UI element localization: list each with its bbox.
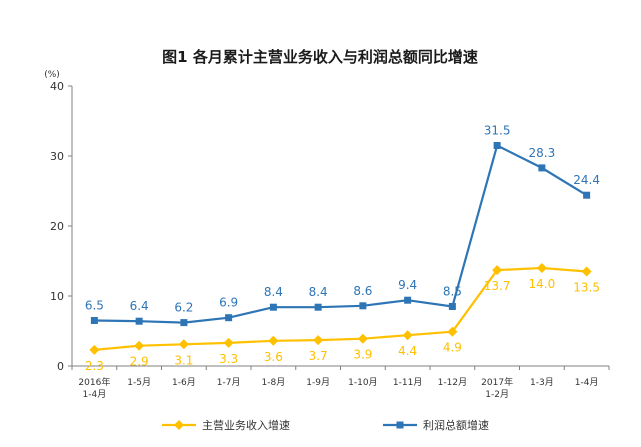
data-label: 3.1 [174, 353, 193, 367]
data-label: 3.7 [309, 349, 328, 363]
y-tick-label: 0 [57, 360, 64, 373]
x-tick-label: 1-5月 [127, 377, 151, 388]
x-tick-label: 1-6月 [172, 377, 196, 388]
data-point [447, 326, 458, 337]
data-point [402, 330, 413, 341]
data-label: 8.4 [264, 285, 283, 299]
data-label: 31.5 [484, 124, 511, 138]
axes [71, 86, 609, 367]
data-point [89, 344, 100, 355]
legend-label: 主营业务收入增速 [202, 418, 290, 432]
x-tick-label: 1-4月 [83, 389, 107, 400]
data-label: 13.7 [484, 279, 511, 293]
legend: 主营业务收入增速 利润总额增速 [162, 418, 489, 432]
y-axis-unit: (%) [44, 70, 60, 80]
x-tick-label: 1-12月 [438, 377, 467, 388]
data-point [357, 333, 368, 344]
data-point [180, 319, 188, 327]
data-label: 9.4 [398, 278, 417, 292]
data-point [269, 303, 277, 311]
data-point [178, 339, 189, 350]
y-tick-label: 30 [50, 150, 64, 163]
x-tick-label: 1-4月 [575, 377, 599, 388]
legend-marker [396, 421, 404, 429]
data-label: 4.9 [443, 341, 462, 355]
x-tick-label: 2017年 [481, 376, 513, 388]
data-label: 8.4 [309, 285, 328, 299]
data-point [135, 317, 143, 325]
x-tick-label: 1-10月 [348, 377, 377, 388]
series-line [94, 143, 588, 324]
data-label: 6.4 [130, 299, 149, 313]
chart-title: 图1 各月累计主营业务收入与利润总额同比增速 [162, 48, 478, 66]
data-labels-layer: 2.3 2.9 3.1 3.3 3.6 3.7 3.9 4.4 4.9 13.7 14.0 13.5 6… [85, 124, 600, 373]
data-label: 28.3 [529, 146, 556, 160]
x-tick-label: 1-8月 [262, 377, 286, 388]
data-label: 8.6 [353, 284, 372, 298]
data-label: 2.9 [130, 355, 149, 369]
data-point [538, 164, 546, 172]
y-tick-label: 40 [50, 80, 64, 93]
data-point [583, 191, 591, 199]
data-point [493, 142, 501, 149]
data-point [314, 303, 322, 311]
data-label: 6.2 [174, 301, 193, 315]
data-label: 6.9 [219, 296, 238, 310]
data-point [448, 303, 456, 310]
legend-marker [174, 420, 184, 430]
data-label: 3.3 [219, 352, 238, 366]
data-label: 4.4 [398, 344, 417, 358]
data-label: 3.6 [264, 350, 283, 364]
y-tick-label: 20 [50, 220, 64, 233]
data-point [492, 265, 503, 276]
x-tick-label: 1-9月 [306, 377, 330, 388]
y-tick-label: 10 [50, 290, 64, 303]
series-line [94, 266, 587, 351]
data-point [223, 337, 234, 348]
series-layer [89, 142, 592, 355]
data-point [225, 314, 233, 322]
data-point [581, 266, 592, 277]
data-label: 2.3 [85, 359, 104, 373]
data-point [313, 335, 324, 346]
x-tick-label: 1-11月 [393, 377, 422, 388]
x-tick-label: 1-3月 [530, 377, 554, 388]
data-label: 6.5 [85, 299, 104, 313]
legend-label: 利润总额增速 [423, 418, 489, 432]
data-label: 3.9 [353, 348, 372, 362]
data-point [359, 302, 367, 310]
data-point [536, 263, 547, 273]
x-tick-label: 1-7月 [217, 377, 241, 388]
data-label: 14.0 [529, 277, 556, 291]
data-point [404, 296, 412, 304]
x-tick-label: 1-2月 [485, 389, 509, 400]
y-axis-ticks: 0 10 20 30 40 [50, 80, 72, 373]
data-point [90, 317, 98, 324]
data-label: 8.5 [443, 285, 462, 299]
data-point [268, 335, 279, 346]
data-label: 13.5 [573, 281, 600, 295]
data-label: 24.4 [573, 173, 600, 187]
x-tick-label: 2016年 [78, 376, 110, 388]
data-point [134, 340, 145, 351]
